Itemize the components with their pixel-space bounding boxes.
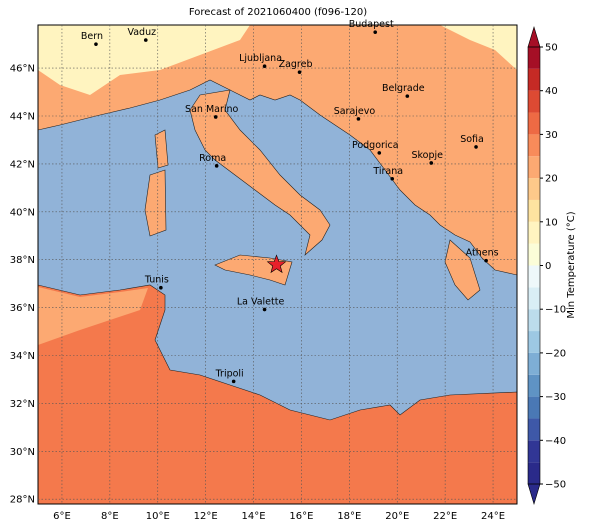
colorbar-bin (528, 287, 540, 310)
city-label: Ljubljana (239, 53, 282, 64)
colorbar-tick-label: −30 (545, 392, 566, 403)
colorbar-bin (528, 199, 540, 222)
colorbar-tick-label: 20 (545, 174, 558, 185)
lat-tick-label: 36°N (10, 303, 35, 314)
colorbar-extend-top (527, 25, 541, 48)
city-label: Bern (81, 31, 103, 42)
city-dot (356, 117, 361, 121)
city-label: Podgorica (352, 140, 399, 151)
city-label: Athens (466, 248, 499, 259)
city-label: San Marino (185, 104, 238, 115)
colorbar-bin (528, 90, 540, 113)
city-dot (429, 161, 434, 165)
city-label: Sofia (460, 134, 484, 145)
lon-tick-label: 24°E (481, 511, 505, 522)
colorbar-bin (528, 265, 540, 288)
city-dot (390, 176, 395, 181)
colorbar-bin (528, 134, 540, 157)
city-label: Roma (199, 153, 226, 164)
city-dot (94, 42, 98, 46)
city-dot (373, 30, 378, 34)
colorbar-tick-label: −40 (545, 436, 566, 447)
city-label: Budapest (349, 19, 394, 30)
colorbar-tick-label: −20 (545, 348, 566, 359)
city-dot (214, 164, 219, 168)
colorbar-bin (528, 178, 540, 200)
colorbar-tick-label: 30 (545, 130, 558, 141)
colorbar-tick-label: 40 (545, 86, 558, 97)
colorbar-bin (528, 440, 540, 463)
lon-tick-label: 10°E (146, 511, 170, 522)
lon-tick-label: 8°E (101, 511, 119, 522)
colorbar-bin (528, 374, 540, 397)
lon-tick-label: 20°E (385, 511, 409, 522)
colorbar-extend-bottom (527, 483, 541, 506)
colorbar-tick-label: 50 (545, 43, 558, 54)
city-dot (262, 64, 267, 68)
city-label: Tunis (144, 275, 169, 286)
lon-tick-label: 14°E (242, 511, 266, 522)
city-dot (213, 115, 218, 119)
colorbar-tick-label: −50 (545, 480, 566, 491)
city-label: Tripoli (215, 368, 244, 379)
star-marker (266, 254, 287, 274)
lat-tick-label: 42°N (10, 159, 35, 170)
city-label: Zagreb (279, 59, 313, 70)
colorbar-tick-label: 10 (545, 217, 558, 228)
colorbar-tick-label: 0 (545, 261, 551, 272)
lat-tick-label: 28°N (10, 495, 35, 506)
city-dot (474, 145, 478, 149)
colorbar-bin (528, 243, 540, 266)
colorbar-bin (528, 221, 540, 244)
lon-tick-label: 6°E (53, 511, 71, 522)
colorbar-bin (528, 156, 540, 179)
city-dot (143, 38, 148, 42)
city-label: La Valette (237, 297, 285, 308)
city-label: Belgrade (382, 83, 425, 94)
lat-tick-label: 44°N (10, 112, 35, 123)
city-dot (297, 70, 302, 74)
lon-tick-label: 18°E (337, 511, 361, 522)
lon-tick-label: 16°E (289, 511, 313, 522)
city-label: Sarajevo (334, 106, 376, 117)
lat-tick-label: 38°N (10, 255, 35, 266)
colorbar-bin (528, 309, 540, 332)
colorbar-bin (528, 331, 540, 353)
city-dot (159, 285, 163, 290)
lat-tick-label: 32°N (10, 399, 35, 410)
city-dot (231, 379, 236, 384)
colorbar-bin (528, 396, 540, 419)
city-dot (405, 94, 410, 98)
colorbar-bin (528, 47, 540, 69)
lat-tick-label: 46°N (10, 64, 35, 75)
city-label: Tirana (372, 166, 403, 177)
lon-tick-label: 22°E (433, 511, 457, 522)
colorbar-bin (528, 462, 540, 484)
title: Forecast of 2021060400 (f096-120) (189, 7, 367, 18)
city-dot (484, 258, 488, 263)
lat-tick-label: 40°N (10, 207, 35, 218)
lon-tick-label: 12°E (194, 511, 218, 522)
map-frame (37, 24, 518, 505)
colorbar-tick-label: −10 (545, 305, 566, 316)
lat-tick-label: 34°N (10, 351, 35, 362)
colorbar-bin (528, 68, 540, 91)
city-label: Vaduz (127, 27, 156, 38)
colorbar-bin (528, 352, 540, 375)
colorbar-bin (528, 112, 540, 135)
city-label: Skopje (411, 150, 443, 161)
city-dot (262, 307, 267, 312)
graticule (38, 25, 517, 504)
colorbar-label: Min Temperature (°C) (566, 211, 577, 318)
lat-tick-label: 30°N (10, 447, 35, 458)
city-dot (377, 151, 382, 155)
colorbar-bin (528, 418, 540, 441)
